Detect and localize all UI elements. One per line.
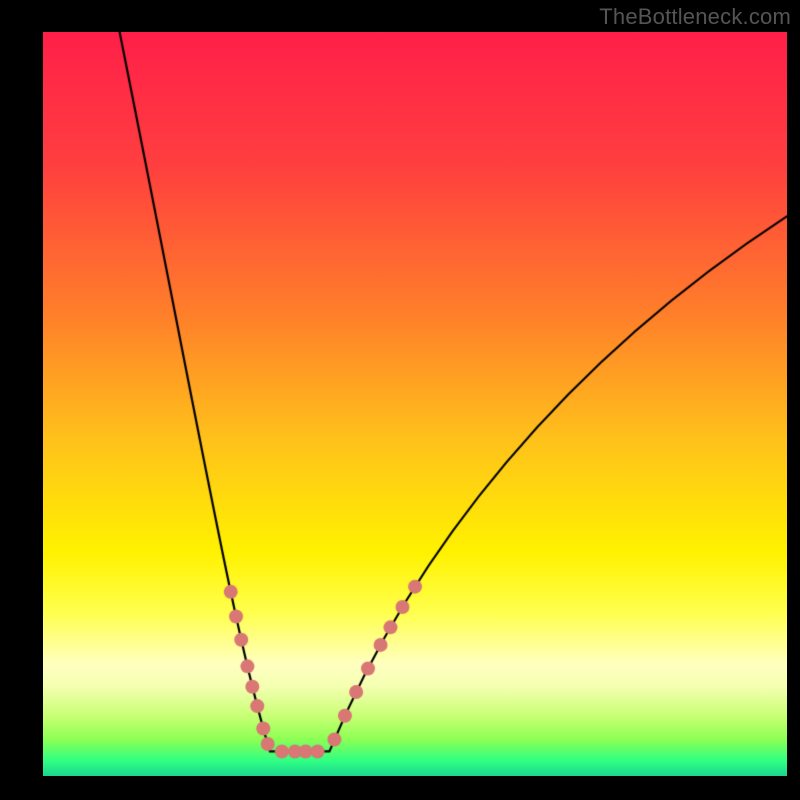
chart-stage: TheBottleneck.com (0, 0, 800, 800)
watermark-text: TheBottleneck.com (599, 4, 791, 30)
bottleneck-curve-canvas (43, 32, 787, 776)
plot-gradient-background (43, 32, 787, 776)
